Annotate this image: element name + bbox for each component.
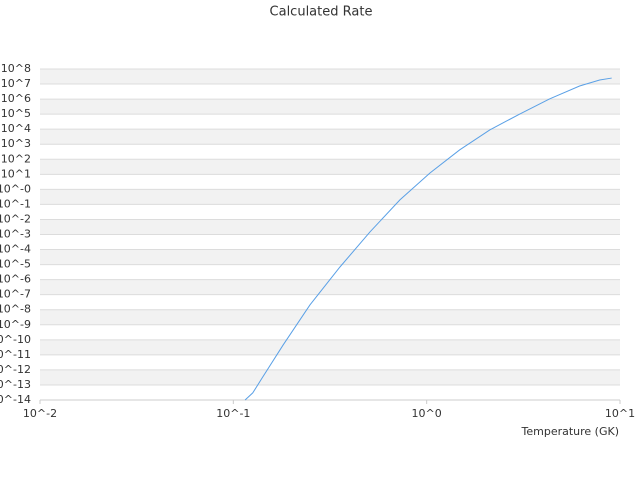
y-tick-label: 10^-6 xyxy=(0,273,31,286)
y-tick-label: 10^-0 xyxy=(0,182,31,195)
grid-band xyxy=(40,219,620,235)
y-tick-label: 10^-13 xyxy=(0,378,31,391)
y-tick-label: 10^6 xyxy=(1,92,31,105)
grid-band xyxy=(40,99,620,115)
y-tick-label: 10^1 xyxy=(1,167,31,180)
x-axis-label: Temperature (GK) xyxy=(521,425,620,438)
y-tick-label: 10^7 xyxy=(1,77,31,90)
grid-band xyxy=(40,189,620,205)
y-tick-label: 10^-12 xyxy=(0,363,31,376)
y-tick-label: 10^8 xyxy=(1,62,31,75)
y-tick-label: 10^-7 xyxy=(0,288,31,301)
grid-band xyxy=(40,159,620,175)
grid-band xyxy=(40,339,620,355)
y-tick-label: 10^-1 xyxy=(0,197,31,210)
chart-title: Calculated Rate xyxy=(270,5,373,20)
y-tick-label: 10^-8 xyxy=(0,303,31,316)
data-line xyxy=(244,77,612,401)
grid-band xyxy=(40,369,620,385)
y-tick-label: 10^-3 xyxy=(0,228,31,241)
y-tick-label: 10^3 xyxy=(1,137,31,150)
x-tick-label: 10^0 xyxy=(412,407,442,420)
y-tick-label: 10^-4 xyxy=(0,243,31,256)
y-tick-label: 10^-10 xyxy=(0,333,31,346)
grid-band xyxy=(40,279,620,295)
grid-band xyxy=(40,129,620,145)
y-tick-label: 10^-14 xyxy=(0,393,31,406)
grid-band xyxy=(40,69,620,85)
y-tick-label: 10^5 xyxy=(1,107,31,120)
y-tick-label: 10^-5 xyxy=(0,258,31,271)
x-tick-label: 10^1 xyxy=(605,407,635,420)
y-tick-label: 10^-2 xyxy=(0,212,31,225)
grid-band xyxy=(40,309,620,325)
y-tick-label: 10^-11 xyxy=(0,348,31,361)
x-tick-label: 10^-2 xyxy=(23,407,57,420)
y-tick-label: 10^4 xyxy=(1,122,31,135)
grid-band xyxy=(40,249,620,265)
x-tick-label: 10^-1 xyxy=(216,407,250,420)
y-tick-label: 10^2 xyxy=(1,152,31,165)
y-tick-label: 10^-9 xyxy=(0,318,31,331)
